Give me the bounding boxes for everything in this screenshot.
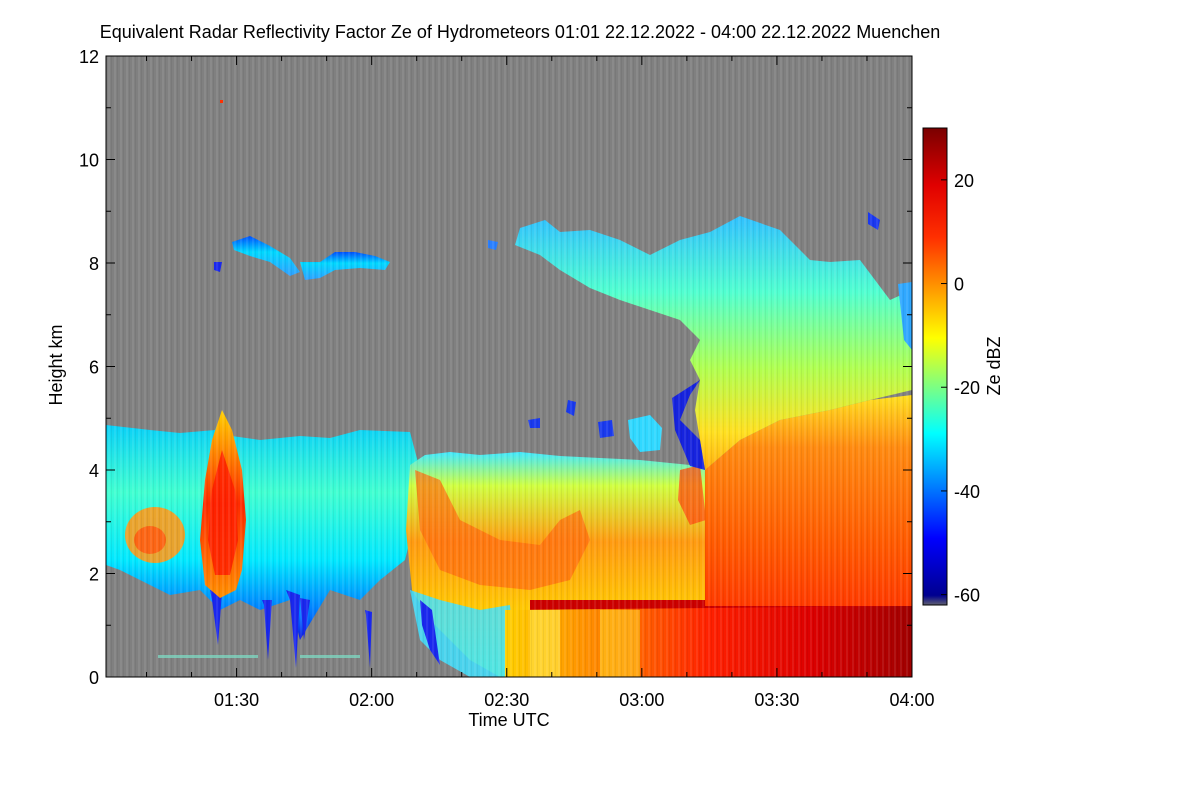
y-tick-label: 12 — [79, 47, 99, 67]
chart-title: Equivalent Radar Reflectivity Factor Ze … — [99, 22, 941, 42]
reflectivity-field — [106, 56, 912, 677]
colorbar: -60 -40 -20 0 20 Ze dBZ — [922, 127, 1004, 606]
ground-speckle-2 — [300, 655, 360, 658]
y-tick-label: 8 — [89, 254, 99, 274]
y-axis: 0 2 4 6 8 10 12 — [79, 47, 912, 688]
y-tick-label: 2 — [89, 565, 99, 585]
x-tick-label: 03:30 — [754, 690, 799, 710]
x-tick-label: 04:00 — [889, 690, 934, 710]
y-tick-label: 6 — [89, 358, 99, 378]
colorbar-tick-label: 20 — [954, 171, 974, 191]
y-tick-label: 0 — [89, 668, 99, 688]
colorbar-label: Ze dBZ — [984, 336, 1004, 395]
x-tick-label: 02:30 — [484, 690, 529, 710]
x-axis: 01:30 02:00 02:30 03:00 03:30 04:00 — [146, 56, 935, 710]
x-tick-label: 03:00 — [619, 690, 664, 710]
colorbar-ticks: -60 -40 -20 0 20 — [941, 171, 980, 606]
clutter-pixel — [220, 100, 223, 103]
colorbar-tick-label: -20 — [954, 378, 980, 398]
y-tick-label: 4 — [89, 461, 99, 481]
colorbar-tick-label: -60 — [954, 586, 980, 606]
x-axis-label: Time UTC — [468, 710, 549, 730]
colorbar-scale — [922, 127, 948, 606]
colorbar-tick-label: -40 — [954, 482, 980, 502]
colorbar-tick-label: 0 — [954, 275, 964, 295]
y-axis-label: Height km — [46, 324, 66, 405]
ground-speckle — [158, 655, 258, 658]
x-tick-label: 01:30 — [214, 690, 259, 710]
x-tick-label: 02:00 — [349, 690, 394, 710]
y-tick-label: 10 — [79, 151, 99, 171]
streak-texture — [106, 56, 912, 677]
